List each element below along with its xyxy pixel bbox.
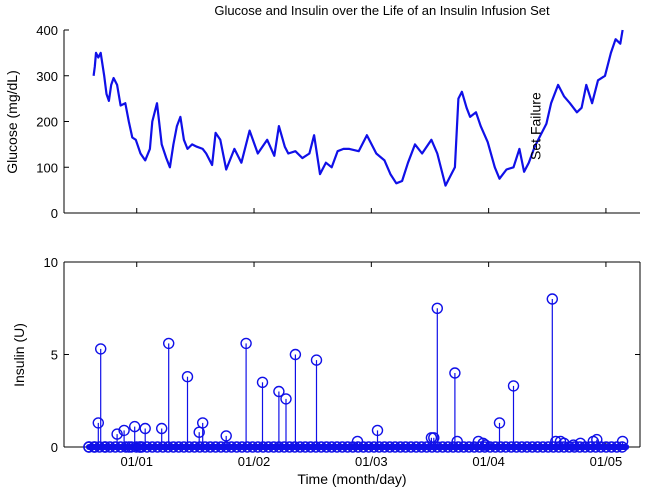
insulin-dose-marker xyxy=(591,433,603,446)
insulin-dose-marker xyxy=(155,422,168,435)
insulin-ytick-label: 10 xyxy=(44,255,58,270)
insulin-dose-marker xyxy=(181,371,194,383)
glucose-ylabel: Glucose (mg/dL) xyxy=(4,70,20,173)
glucose-yticks: 0 100 200 300 400 xyxy=(36,23,69,221)
insulin-dose-marker xyxy=(273,385,285,398)
insulin-dose-marker xyxy=(546,293,558,305)
insulin-dose-marker xyxy=(310,354,323,366)
insulin-dose-marker xyxy=(92,417,105,429)
insulin-dose-marker xyxy=(507,380,520,392)
glucose-series-line xyxy=(92,29,624,187)
insulin-dose-marker xyxy=(351,435,364,448)
insulin-dose-marker xyxy=(240,337,252,350)
glucose-ytick-label: 400 xyxy=(36,23,58,38)
insulin-dose-marker xyxy=(493,417,506,429)
insulin-yticks: 0 5 10 xyxy=(44,255,640,455)
insulin-dose-marker xyxy=(94,343,107,355)
insulin-dose-marker xyxy=(99,441,112,453)
insulin-dose-marker xyxy=(139,422,151,435)
insulin-dose-marker xyxy=(280,393,292,405)
insulin-dose-marker xyxy=(118,424,130,437)
insulin-xtick-label: 01/02 xyxy=(238,454,271,469)
insulin-stems xyxy=(83,293,629,453)
set-failure-annotation: Set Failure xyxy=(528,92,544,160)
insulin-ytick-label: 0 xyxy=(51,440,58,455)
insulin-dose-marker xyxy=(83,441,95,453)
insulin-dose-marker xyxy=(220,430,232,442)
glucose-ytick-label: 100 xyxy=(36,160,58,175)
insulin-ylabel: Insulin (U) xyxy=(11,323,27,387)
insulin-dose-marker xyxy=(431,302,443,314)
insulin-dose-marker xyxy=(567,439,580,451)
chart-title: Glucose and Insulin over the Life of an … xyxy=(214,3,550,18)
insulin-dose-marker xyxy=(477,437,489,449)
insulin-dose-marker xyxy=(371,424,384,437)
insulin-dose-marker xyxy=(451,435,463,448)
insulin-xtick-label: 01/05 xyxy=(590,454,623,469)
insulin-dose-marker xyxy=(128,420,141,433)
insulin-dose-marker xyxy=(162,337,175,350)
time-xlabel: Time (month/day) xyxy=(297,471,406,487)
insulin-dose-marker xyxy=(428,432,440,444)
glucose-xticks xyxy=(136,208,607,213)
insulin-dose-marker xyxy=(111,428,123,440)
insulin-dose-marker xyxy=(256,376,269,388)
glucose-ytick-label: 200 xyxy=(36,115,58,130)
insulin-xtick-label: 01/04 xyxy=(472,454,505,469)
glucose-panel: Glucose and Insulin over the Life of an … xyxy=(4,3,640,221)
insulin-xtick-label: 01/01 xyxy=(120,454,153,469)
insulin-dose-marker xyxy=(574,437,587,449)
glucose-ytick-label: 300 xyxy=(36,69,58,84)
insulin-dose-marker xyxy=(289,348,302,361)
insulin-ytick-label: 5 xyxy=(51,348,58,363)
insulin-dose-marker xyxy=(616,435,629,448)
insulin-dose-marker xyxy=(196,417,209,429)
insulin-xtick-label: 01/03 xyxy=(355,454,388,469)
glucose-ytick-label: 0 xyxy=(51,206,58,221)
insulin-dose-marker xyxy=(449,367,461,379)
insulin-dose-marker xyxy=(479,439,492,451)
insulin-xticks: 01/01 01/02 01/03 01/04 01/05 xyxy=(120,262,622,469)
